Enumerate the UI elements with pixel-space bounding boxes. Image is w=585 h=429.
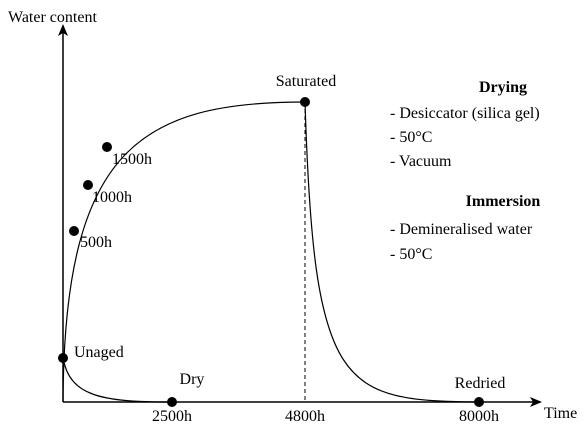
point-label: 500h [80,234,112,251]
point [83,180,93,190]
point-label: 1000h [92,189,132,206]
x-tick-label: 4800h [285,408,325,425]
legend-item: - Demineralised water [390,221,533,238]
immersion-curve [62,101,306,403]
legend-item: - 50°C [390,246,432,263]
legend-item: - Desiccator (silica gel) [390,105,540,122]
legend-title: Drying [479,79,527,96]
point-label: 1500h [112,151,152,168]
legend-item: - 50°C [390,129,432,146]
points [58,97,484,407]
x-tick-label: 2500h [152,408,192,425]
point-label: Unaged [74,344,124,361]
x-axis-label: Time [544,405,577,422]
x-tick-label: 8000h [459,408,499,425]
point [167,397,177,407]
drying-curve [62,357,173,403]
point [58,353,68,363]
legend-item: - Vacuum [390,153,452,170]
point-label: Saturated [276,73,336,90]
redrying-curve [304,101,481,403]
point-label: Dry [180,371,205,388]
point [69,226,79,236]
point-label: Redried [455,375,506,392]
point [300,97,310,107]
point [474,397,484,407]
y-axis-label: Water content [8,9,97,26]
legend-title: Immersion [466,193,541,210]
point [102,142,112,152]
